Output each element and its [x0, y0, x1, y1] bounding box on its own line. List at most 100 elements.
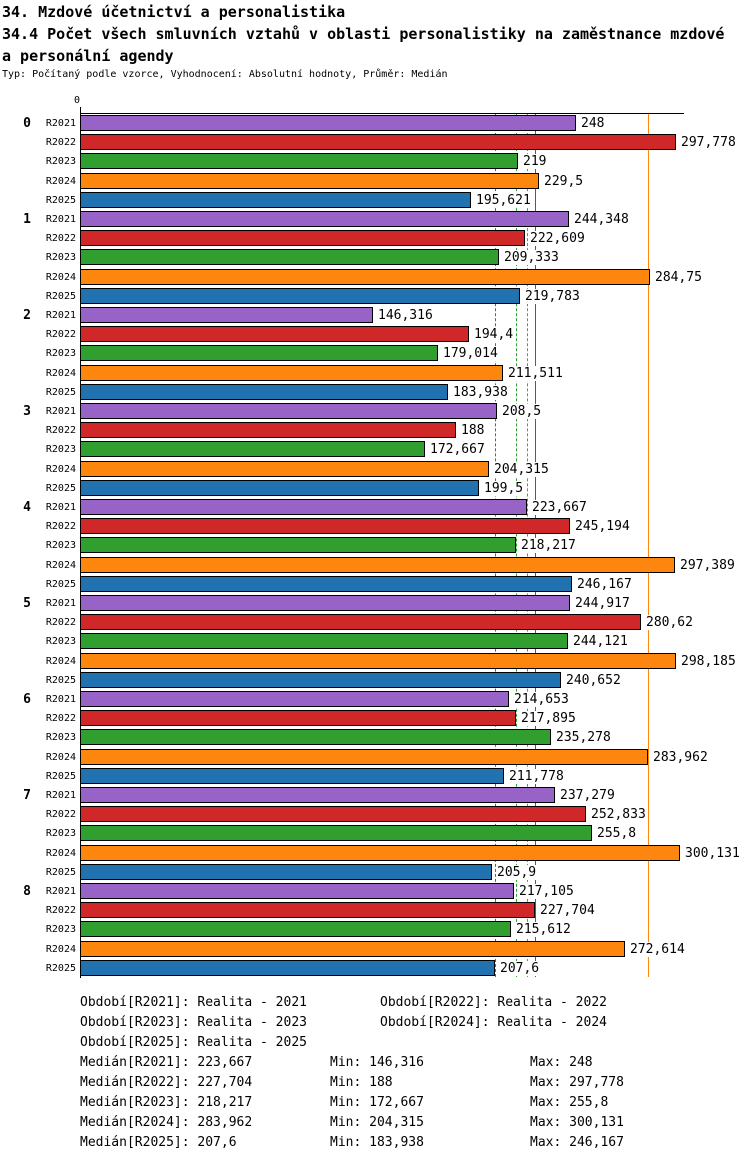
series-tick-label: R2022: [45, 425, 76, 436]
series-tick-label: R2023: [45, 252, 76, 263]
group-label: 4: [23, 500, 31, 515]
bar-value-label: 272,614: [629, 942, 686, 957]
bar-value-label: 211,511: [507, 366, 564, 381]
x-axis-zero-tick-label: 0: [73, 95, 80, 106]
stat-min: Min: 188: [330, 1075, 393, 1090]
bar-value-label: 244,121: [572, 634, 629, 649]
bar-6-r2024: [80, 749, 648, 765]
series-tick-label: R2024: [45, 368, 76, 379]
series-tick-label: R2024: [45, 272, 76, 283]
bar-value-label: 215,612: [515, 922, 572, 937]
series-tick-label: R2025: [45, 483, 76, 494]
series-tick-label: R2021: [45, 886, 76, 897]
series-tick-label: R2025: [45, 771, 76, 782]
bar-2-r2023: [80, 345, 438, 361]
bar-value-label: 240,652: [565, 673, 622, 688]
bar-3-r2024: [80, 461, 489, 477]
bar-0-r2023: [80, 153, 518, 169]
bar-0-r2025: [80, 192, 471, 208]
median-line-r2024: [648, 113, 649, 977]
group-label: 8: [23, 884, 31, 899]
bar-value-label: 214,653: [513, 692, 570, 707]
series-tick-label: R2025: [45, 675, 76, 686]
bar-value-label: 207,6: [499, 961, 541, 976]
bar-2-r2025: [80, 384, 448, 400]
bar-1-r2023: [80, 249, 499, 265]
group-label: 3: [23, 404, 31, 419]
bar-8-r2021: [80, 883, 514, 899]
legend-item: Období[R2022]: Realita - 2022: [380, 995, 607, 1010]
series-tick-label: R2025: [45, 291, 76, 302]
bar-4-r2021: [80, 499, 527, 515]
bar-value-label: 255,8: [596, 826, 638, 841]
bar-6-r2023: [80, 729, 551, 745]
bar-4-r2025: [80, 576, 572, 592]
bar-value-label: 283,962: [652, 750, 709, 765]
bar-value-label: 219,783: [524, 289, 581, 304]
series-tick-label: R2021: [45, 406, 76, 417]
bar-value-label: 179,014: [442, 346, 499, 361]
series-tick-label: R2022: [45, 809, 76, 820]
bar-0-r2022: [80, 134, 676, 150]
bar-2-r2021: [80, 307, 373, 323]
report-title-line3: a personální agendy: [2, 47, 174, 65]
series-tick-label: R2024: [45, 560, 76, 571]
bar-value-label: 208,5: [501, 404, 543, 419]
bar-value-label: 300,131: [684, 846, 741, 861]
bar-value-label: 280,62: [645, 615, 694, 630]
bar-6-r2022: [80, 710, 516, 726]
series-tick-label: R2024: [45, 944, 76, 955]
series-tick-label: R2025: [45, 387, 76, 398]
group-label: 2: [23, 308, 31, 323]
median-line-r2023: [516, 113, 517, 977]
series-tick-label: R2021: [45, 598, 76, 609]
bar-value-label: 245,194: [574, 519, 631, 534]
series-tick-label: R2021: [45, 694, 76, 705]
series-tick-label: R2022: [45, 329, 76, 340]
series-tick-label: R2021: [45, 790, 76, 801]
stat-min: Min: 183,938: [330, 1135, 424, 1150]
series-tick-label: R2023: [45, 540, 76, 551]
bar-0-r2021: [80, 115, 576, 131]
bar-value-label: 244,917: [574, 596, 631, 611]
bar-7-r2025: [80, 864, 492, 880]
series-tick-label: R2023: [45, 924, 76, 935]
report-subtitle: Typ: Počítaný podle vzorce, Vyhodnocení:…: [2, 69, 448, 80]
bar-value-label: 229,5: [543, 174, 585, 189]
bar-7-r2022: [80, 806, 586, 822]
bar-3-r2021: [80, 403, 497, 419]
legend-item: Období[R2023]: Realita - 2023: [80, 1015, 307, 1030]
bar-value-label: 235,278: [555, 730, 612, 745]
bar-7-r2021: [80, 787, 555, 803]
bar-8-r2022: [80, 902, 535, 918]
series-tick-label: R2025: [45, 963, 76, 974]
bar-value-label: 188: [460, 423, 486, 438]
bar-0-r2024: [80, 173, 539, 189]
bar-value-label: 217,895: [520, 711, 577, 726]
bar-value-label: 237,279: [559, 788, 616, 803]
group-label: 0: [23, 116, 31, 131]
stat-max: Max: 297,778: [530, 1075, 624, 1090]
bar-value-label: 211,778: [508, 769, 565, 784]
bar-4-r2022: [80, 518, 570, 534]
stat-median: Medián[R2025]: 207,6: [80, 1135, 237, 1150]
series-tick-label: R2024: [45, 656, 76, 667]
series-tick-label: R2022: [45, 233, 76, 244]
bar-5-r2024: [80, 653, 676, 669]
series-tick-label: R2024: [45, 752, 76, 763]
stat-max: Max: 300,131: [530, 1115, 624, 1130]
series-tick-label: R2021: [45, 310, 76, 321]
series-tick-label: R2022: [45, 137, 76, 148]
bar-value-label: 248: [580, 116, 606, 131]
series-tick-label: R2023: [45, 444, 76, 455]
bar-1-r2021: [80, 211, 569, 227]
series-tick-label: R2025: [45, 579, 76, 590]
bar-value-label: 194,4: [473, 327, 515, 342]
bar-3-r2025: [80, 480, 479, 496]
bar-8-r2023: [80, 921, 511, 937]
series-tick-label: R2023: [45, 636, 76, 647]
bar-value-label: 246,167: [576, 577, 633, 592]
legend-item: Období[R2024]: Realita - 2024: [380, 1015, 607, 1030]
report-title-line1: 34. Mzdové účetnictví a personalistika: [2, 3, 346, 21]
